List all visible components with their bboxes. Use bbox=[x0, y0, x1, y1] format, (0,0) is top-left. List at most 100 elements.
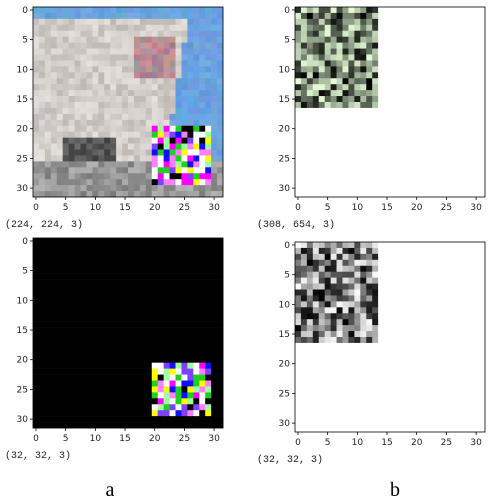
pixel bbox=[461, 7, 467, 13]
pixel bbox=[307, 242, 313, 248]
pixel bbox=[57, 404, 63, 410]
pixel bbox=[414, 385, 420, 391]
y-tick-label: 15 bbox=[17, 326, 28, 336]
pixel bbox=[408, 19, 414, 25]
pixel bbox=[438, 49, 444, 55]
pixel bbox=[473, 408, 479, 414]
pixel bbox=[461, 355, 467, 361]
pixel bbox=[98, 144, 104, 150]
pixel bbox=[205, 49, 211, 55]
pixel bbox=[140, 120, 146, 126]
pixel bbox=[146, 363, 152, 369]
pixel bbox=[408, 319, 414, 325]
pixel bbox=[158, 114, 164, 120]
pixel bbox=[390, 385, 396, 391]
pixel bbox=[217, 60, 223, 66]
pixel bbox=[325, 37, 331, 43]
pixel bbox=[467, 361, 473, 367]
pixel bbox=[134, 120, 140, 126]
pixel bbox=[69, 363, 75, 369]
pixel bbox=[146, 114, 152, 120]
pixel bbox=[146, 297, 152, 303]
pixel bbox=[170, 375, 176, 381]
pixel bbox=[199, 416, 205, 422]
pixel bbox=[414, 179, 420, 185]
pixel bbox=[170, 55, 176, 61]
pixel bbox=[33, 369, 39, 375]
pixel bbox=[81, 155, 87, 161]
pixel bbox=[152, 185, 158, 191]
pixel bbox=[337, 55, 343, 61]
pixel bbox=[158, 120, 164, 126]
pixel bbox=[33, 90, 39, 96]
pixel bbox=[455, 155, 461, 161]
pixel bbox=[390, 266, 396, 272]
pixel bbox=[378, 260, 384, 266]
pixel bbox=[116, 78, 122, 84]
pixel bbox=[211, 410, 217, 416]
pixel bbox=[384, 161, 390, 167]
pixel bbox=[33, 108, 39, 114]
pixel bbox=[372, 260, 378, 266]
pixel bbox=[69, 167, 75, 173]
pixel bbox=[354, 102, 360, 108]
pixel bbox=[187, 333, 193, 339]
pixel bbox=[134, 108, 140, 114]
pixel bbox=[116, 333, 122, 339]
pixel bbox=[295, 43, 301, 49]
pixel bbox=[354, 379, 360, 385]
pixel bbox=[164, 291, 170, 297]
pixel bbox=[205, 155, 211, 161]
pixel bbox=[307, 96, 313, 102]
pixel bbox=[193, 333, 199, 339]
pixel bbox=[33, 114, 39, 120]
pixel bbox=[140, 345, 146, 351]
pixel bbox=[164, 381, 170, 387]
pixel bbox=[319, 72, 325, 78]
pixel bbox=[301, 167, 307, 173]
pixel bbox=[217, 19, 223, 25]
pixel bbox=[217, 179, 223, 185]
pixel bbox=[354, 355, 360, 361]
pixel bbox=[420, 290, 426, 296]
pixel bbox=[420, 78, 426, 84]
pixel bbox=[455, 102, 461, 108]
pixel bbox=[75, 339, 81, 345]
pixel bbox=[205, 185, 211, 191]
pixel bbox=[110, 84, 116, 90]
pixel bbox=[372, 60, 378, 66]
pixel bbox=[211, 55, 217, 61]
pixel bbox=[307, 254, 313, 260]
pixel bbox=[331, 161, 337, 167]
pixel bbox=[104, 60, 110, 66]
pixel bbox=[81, 345, 87, 351]
pixel bbox=[39, 55, 45, 61]
pixel bbox=[39, 250, 45, 256]
pixel bbox=[331, 144, 337, 150]
pixel bbox=[81, 392, 87, 398]
pixel bbox=[473, 102, 479, 108]
pixel bbox=[455, 313, 461, 319]
pixel bbox=[122, 150, 128, 156]
pixel bbox=[331, 37, 337, 43]
pixel bbox=[366, 331, 372, 337]
pixel bbox=[176, 291, 182, 297]
pixel bbox=[354, 408, 360, 414]
pixel bbox=[479, 179, 485, 185]
pixel bbox=[390, 337, 396, 343]
pixel bbox=[81, 268, 87, 274]
pixel bbox=[39, 19, 45, 25]
pixel bbox=[313, 78, 319, 84]
pixel bbox=[307, 126, 313, 132]
pixel bbox=[467, 114, 473, 120]
pixel bbox=[313, 173, 319, 179]
pixel bbox=[205, 37, 211, 43]
pixel bbox=[337, 349, 343, 355]
pixel bbox=[408, 396, 414, 402]
pixel bbox=[402, 90, 408, 96]
pixel bbox=[360, 242, 366, 248]
pixel bbox=[331, 179, 337, 185]
pixel bbox=[378, 78, 384, 84]
pixel bbox=[86, 422, 92, 428]
pixel bbox=[414, 78, 420, 84]
